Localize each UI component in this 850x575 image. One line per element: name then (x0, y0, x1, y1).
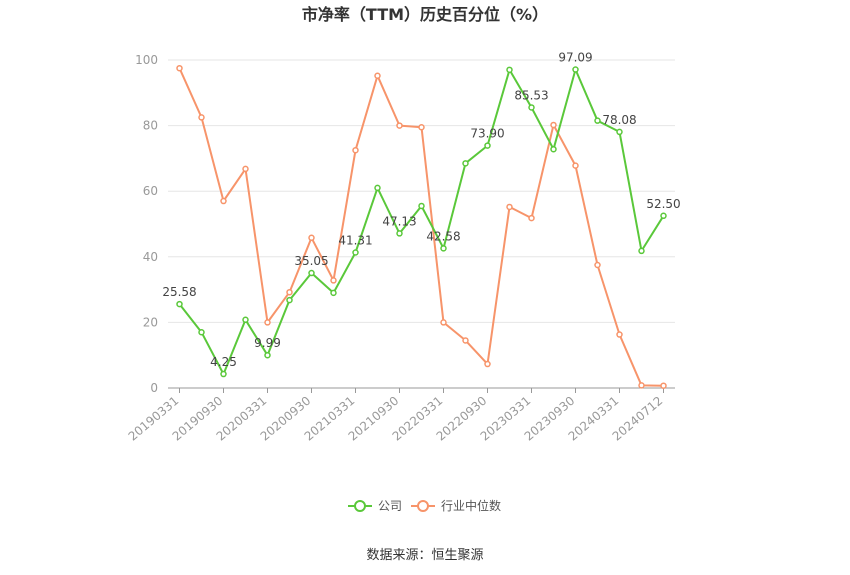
data-point (220, 197, 227, 205)
legend-label: 行业中位数 (441, 498, 501, 513)
y-tick-label: 60 (143, 184, 158, 198)
data-point (572, 162, 579, 169)
plot-area: 25.58 4.25 9.99 35.05 41.31 47.13 42.58 73.90 85… (162, 51, 681, 389)
y-axis: 0 20 40 60 80 100 (135, 53, 158, 395)
data-point (286, 288, 293, 296)
legend-label: 公司 (378, 499, 402, 513)
data-point (220, 370, 227, 378)
data-point (264, 319, 271, 326)
y-tick-label: 0 (150, 381, 158, 395)
legend-item-1[interactable]: 行业中位数 (411, 498, 501, 513)
data-point (330, 277, 337, 284)
legend-marker (417, 500, 429, 512)
data-point (660, 212, 667, 220)
legend[interactable]: 公司 行业中位数 (348, 498, 501, 513)
data-point (418, 123, 425, 131)
data-point (550, 121, 557, 129)
y-tick-label: 80 (143, 119, 158, 133)
data-point (440, 319, 447, 326)
data-point (308, 269, 315, 277)
data-point (528, 214, 535, 222)
data-point (396, 122, 403, 129)
data-point (638, 247, 645, 255)
data-point (198, 328, 205, 336)
data-point (198, 114, 205, 121)
y-tick-label: 40 (143, 250, 158, 264)
data-label: 35.05 (294, 254, 328, 268)
series-line (178, 67, 664, 387)
data-point (528, 104, 535, 111)
data-label: 52.50 (646, 197, 680, 211)
data-point (638, 382, 645, 389)
data-point (616, 331, 623, 338)
data-point (594, 261, 601, 269)
data-label: 47.13 (382, 214, 416, 228)
data-label: 25.58 (162, 285, 196, 299)
data-point (330, 289, 337, 297)
source-note: 数据来源：恒生聚源 (366, 548, 483, 563)
data-point (484, 142, 491, 149)
data-point (418, 202, 425, 210)
gridlines (168, 59, 675, 323)
data-point (572, 66, 579, 73)
data-point (594, 117, 601, 124)
data-label: 97.09 (558, 51, 592, 65)
data-label: 4.25 (210, 355, 237, 369)
data-point (308, 234, 315, 242)
data-label: 9.99 (254, 336, 281, 350)
data-point (550, 145, 557, 153)
data-point (440, 245, 447, 252)
data-point (242, 316, 249, 324)
data-point (352, 249, 359, 256)
data-point (374, 72, 381, 79)
y-tick-label: 20 (143, 315, 158, 329)
data-point (396, 230, 403, 237)
y-tick-label: 100 (135, 53, 158, 67)
data-point (484, 360, 491, 368)
data-label: 42.58 (426, 229, 460, 243)
data-point (176, 300, 183, 308)
data-point (176, 64, 183, 72)
series-0: 25.58 4.25 9.99 35.05 41.31 47.13 42.58 73.90 85… (162, 51, 681, 378)
data-point (462, 337, 469, 344)
data-point (506, 66, 513, 74)
data-label: 73.90 (470, 127, 504, 141)
data-point (506, 203, 513, 211)
legend-item-0[interactable]: 公司 (348, 499, 402, 513)
chart-title: 市净率（TTM）历史百分位（%） (302, 5, 548, 24)
data-label: 41.31 (338, 234, 372, 248)
data-point (462, 160, 469, 167)
data-point (242, 165, 249, 173)
data-point (616, 128, 623, 136)
x-axis: 2019033120190930202003312020093020210331… (126, 387, 675, 444)
data-label: 85.53 (514, 88, 548, 102)
data-point (660, 382, 667, 389)
data-point (264, 351, 271, 359)
legend-marker (354, 500, 366, 512)
series-1 (176, 64, 667, 389)
data-point (352, 146, 359, 154)
data-point (286, 296, 293, 304)
data-point (374, 184, 381, 192)
data-label: 78.08 (602, 113, 636, 127)
